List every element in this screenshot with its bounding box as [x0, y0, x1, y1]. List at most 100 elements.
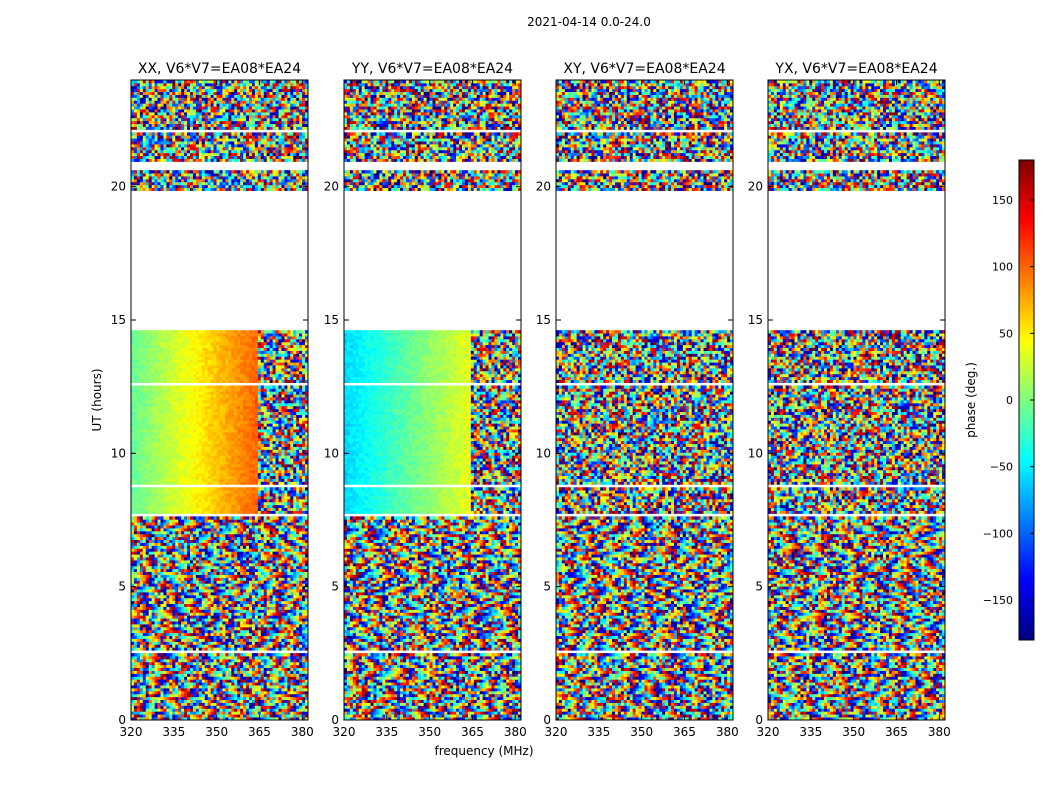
heatmap-cell: [163, 703, 166, 706]
heatmap-cell: [166, 703, 169, 706]
heatmap-cell: [155, 705, 158, 708]
heatmap-cell: [225, 705, 228, 708]
heatmap-cell: [264, 700, 267, 703]
heatmap-cell: [134, 679, 137, 682]
heatmap-cell: [273, 688, 276, 691]
heatmap-cell: [211, 708, 214, 711]
heatmap-cell: [270, 682, 273, 685]
heatmap-cell: [202, 700, 205, 703]
heatmap-cell: [143, 697, 146, 700]
heatmap-cell: [258, 697, 261, 700]
heatmap-cell: [249, 714, 252, 717]
heatmap-cell: [163, 697, 166, 700]
heatmap-cell: [287, 711, 290, 714]
heatmap-cell: [222, 708, 225, 711]
heatmap-cell: [249, 697, 252, 700]
heatmap-cell: [296, 703, 299, 706]
heatmap-cell: [202, 688, 205, 691]
heatmap-cell: [243, 700, 246, 703]
heatmap-cell: [202, 682, 205, 685]
heatmap-cell: [237, 703, 240, 706]
heatmap-cell: [299, 691, 302, 694]
heatmap-cell: [225, 685, 228, 688]
heatmap-cell: [166, 708, 169, 711]
heatmap-cell: [143, 691, 146, 694]
heatmap-cell: [296, 705, 299, 708]
heatmap-cell: [264, 697, 267, 700]
heatmap-cell: [302, 685, 305, 688]
heatmap-cell: [175, 682, 178, 685]
heatmap-cell: [284, 700, 287, 703]
heatmap-cell: [246, 703, 249, 706]
heatmap-cell: [290, 708, 293, 711]
heatmap-cell: [222, 691, 225, 694]
heatmap-cell: [202, 714, 205, 717]
heatmap-cell: [149, 694, 152, 697]
heatmap-cell: [276, 691, 279, 694]
heatmap-cell: [155, 714, 158, 717]
heatmap-cell: [140, 694, 143, 697]
heatmap-cell: [166, 714, 169, 717]
heatmap-cell: [296, 691, 299, 694]
heatmap-cell: [302, 708, 305, 711]
heatmap-cell: [175, 700, 178, 703]
heatmap-cell: [228, 697, 231, 700]
heatmap-cell: [264, 688, 267, 691]
heatmap-cell: [190, 714, 193, 717]
heatmap-cell: [264, 691, 267, 694]
heatmap-cell: [166, 691, 169, 694]
heatmap-cell: [143, 711, 146, 714]
heatmap-cell: [155, 682, 158, 685]
heatmap-cell: [193, 700, 196, 703]
heatmap-cell: [228, 714, 231, 717]
heatmap-cell: [243, 708, 246, 711]
heatmap-cell: [231, 700, 234, 703]
heatmap-cell: [202, 679, 205, 682]
heatmap-cell: [158, 685, 161, 688]
heatmap-cell: [155, 703, 158, 706]
heatmap-cell: [158, 679, 161, 682]
heatmap-cell: [193, 685, 196, 688]
heatmap-cell: [172, 700, 175, 703]
heatmap-cell: [175, 688, 178, 691]
heatmap-cell: [161, 694, 164, 697]
heatmap-cell: [134, 714, 137, 717]
heatmap-cell: [296, 714, 299, 717]
heatmap-cell: [231, 714, 234, 717]
heatmap-cell: [279, 703, 282, 706]
heatmap-cell: [293, 682, 296, 685]
heatmap-cell: [143, 679, 146, 682]
heatmap-cell: [214, 691, 217, 694]
heatmap-cell: [243, 691, 246, 694]
heatmap-cell: [249, 700, 252, 703]
heatmap-cell: [246, 691, 249, 694]
heatmap-cell: [196, 685, 199, 688]
heatmap-cell: [258, 682, 261, 685]
heatmap-cell: [137, 688, 140, 691]
heatmap-cell: [281, 708, 284, 711]
heatmap-cell: [199, 705, 202, 708]
heatmap-cell: [146, 708, 149, 711]
heatmap-cell: [225, 688, 228, 691]
heatmap-cell: [225, 682, 228, 685]
heatmap-cell: [281, 694, 284, 697]
heatmap-cell: [240, 688, 243, 691]
heatmap-cell: [273, 691, 276, 694]
heatmap-cell: [178, 711, 181, 714]
heatmap-cell: [208, 679, 211, 682]
heatmap-cell: [178, 705, 181, 708]
heatmap-cell: [243, 688, 246, 691]
heatmap-cell: [284, 703, 287, 706]
heatmap-cell: [234, 714, 237, 717]
heatmap-cell: [134, 685, 137, 688]
heatmap-cell: [243, 682, 246, 685]
heatmap-cell: [267, 688, 270, 691]
heatmap-cell: [166, 682, 169, 685]
heatmap-cell: [137, 691, 140, 694]
heatmap-cell: [178, 714, 181, 717]
heatmap-cell: [237, 708, 240, 711]
heatmap-cell: [252, 708, 255, 711]
heatmap-cell: [196, 694, 199, 697]
heatmap-cell: [264, 694, 267, 697]
heatmap-cell: [149, 697, 152, 700]
